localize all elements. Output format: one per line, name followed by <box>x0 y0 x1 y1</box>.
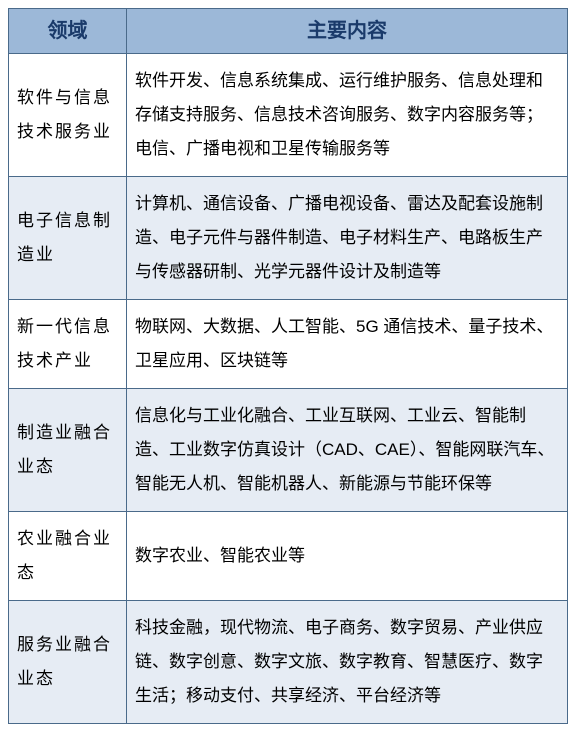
domain-content-table: 领域 主要内容 软件与信息技术服务业 软件开发、信息系统集成、运行维护服务、信息… <box>8 8 568 724</box>
cell-content: 信息化与工业化融合、工业互联网、工业云、智能制造、工业数字仿真设计（CAD、CA… <box>127 389 568 512</box>
cell-domain: 新一代信息技术产业 <box>9 300 127 389</box>
table-row: 新一代信息技术产业 物联网、大数据、人工智能、5G 通信技术、量子技术、卫星应用… <box>9 300 568 389</box>
cell-content: 数字农业、智能农业等 <box>127 512 568 601</box>
cell-content: 物联网、大数据、人工智能、5G 通信技术、量子技术、卫星应用、区块链等 <box>127 300 568 389</box>
cell-domain: 农业融合业态 <box>9 512 127 601</box>
cell-domain: 软件与信息技术服务业 <box>9 54 127 177</box>
cell-content: 软件开发、信息系统集成、运行维护服务、信息处理和存储支持服务、信息技术咨询服务、… <box>127 54 568 177</box>
table-header-row: 领域 主要内容 <box>9 9 568 54</box>
cell-domain: 服务业融合业态 <box>9 601 127 724</box>
cell-domain: 制造业融合业态 <box>9 389 127 512</box>
table-row: 电子信息制造业 计算机、通信设备、广播电视设备、雷达及配套设施制造、电子元件与器… <box>9 177 568 300</box>
cell-domain: 电子信息制造业 <box>9 177 127 300</box>
header-content: 主要内容 <box>127 9 568 54</box>
table-body: 软件与信息技术服务业 软件开发、信息系统集成、运行维护服务、信息处理和存储支持服… <box>9 54 568 724</box>
table-row: 农业融合业态 数字农业、智能农业等 <box>9 512 568 601</box>
cell-content: 科技金融，现代物流、电子商务、数字贸易、产业供应链、数字创意、数字文旅、数字教育… <box>127 601 568 724</box>
table-row: 服务业融合业态 科技金融，现代物流、电子商务、数字贸易、产业供应链、数字创意、数… <box>9 601 568 724</box>
table-row: 制造业融合业态 信息化与工业化融合、工业互联网、工业云、智能制造、工业数字仿真设… <box>9 389 568 512</box>
header-domain: 领域 <box>9 9 127 54</box>
cell-content: 计算机、通信设备、广播电视设备、雷达及配套设施制造、电子元件与器件制造、电子材料… <box>127 177 568 300</box>
table-row: 软件与信息技术服务业 软件开发、信息系统集成、运行维护服务、信息处理和存储支持服… <box>9 54 568 177</box>
